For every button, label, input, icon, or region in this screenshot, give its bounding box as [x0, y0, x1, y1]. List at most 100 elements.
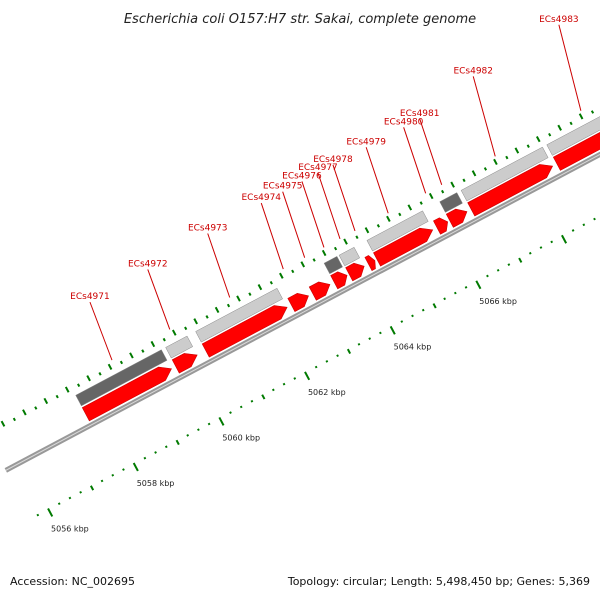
upper-tick — [269, 280, 273, 285]
lower-tick — [496, 268, 500, 272]
upper-tick — [291, 269, 295, 274]
upper-tick — [119, 360, 124, 365]
lower-tick — [111, 473, 115, 477]
gene-leader — [332, 164, 356, 232]
gene-label: ECs4976 — [282, 171, 322, 181]
gene-leader — [301, 181, 325, 248]
gene-leader — [472, 76, 496, 157]
gene-arrow — [364, 255, 376, 271]
lower-tick — [207, 422, 211, 426]
gene-label: ECs4977 — [298, 163, 338, 173]
lower-tick — [336, 354, 339, 358]
lower-tick — [314, 365, 318, 369]
gene-labels: ECs4971ECs4972ECs4973ECs4974ECs4975ECs49… — [70, 15, 578, 302]
upper-tick — [526, 144, 530, 148]
gene-arrow — [345, 262, 365, 282]
lower-tick — [561, 234, 568, 244]
upper-tick — [184, 326, 188, 331]
upper-tick — [419, 201, 423, 205]
kbp-label: 5060 kbp — [222, 433, 260, 442]
cds-track — [75, 116, 600, 407]
accession-text: Accession: NC_002695 — [10, 575, 135, 588]
lower-tick — [239, 405, 243, 409]
upper-tick — [300, 261, 306, 268]
backbone-highlight — [5, 153, 600, 471]
gene-label: ECs4972 — [128, 259, 168, 269]
lower-tick — [132, 462, 139, 472]
lower-tick — [154, 451, 157, 454]
upper-tick — [34, 406, 38, 410]
lower-tick — [68, 496, 72, 500]
kbp-label: 5066 kbp — [479, 297, 517, 306]
gene-arrow — [287, 293, 309, 312]
lower-tick — [143, 456, 147, 460]
cds-bar-light — [338, 246, 361, 267]
lower-tick — [507, 263, 511, 266]
gene-arrow — [552, 132, 600, 171]
upper-tick — [226, 303, 231, 308]
gene-arrow — [308, 281, 331, 301]
lower-tick — [357, 342, 361, 346]
lower-tick — [218, 416, 225, 426]
gene-leader — [89, 301, 113, 361]
upper-tick — [376, 224, 380, 228]
upper-tick — [364, 227, 370, 234]
cds-bar-dark — [439, 192, 463, 213]
map-title: Escherichia coli O157:H7 str. Sakai, com… — [124, 12, 476, 27]
gene-leader — [147, 269, 171, 330]
upper-tick — [578, 113, 584, 120]
lower-tick — [89, 485, 95, 491]
lower-tick — [282, 382, 286, 386]
cds-bar-light — [195, 287, 283, 343]
lower-tick — [421, 308, 425, 312]
kbp-label: 5058 kbp — [137, 479, 175, 488]
gene-label: ECs4983 — [539, 15, 579, 25]
lower-tick — [379, 331, 382, 335]
upper-tick — [257, 284, 263, 291]
gene-arrow — [201, 305, 288, 358]
lower-tick — [539, 246, 543, 249]
kbp-label: 5064 kbp — [394, 342, 432, 351]
upper-tick — [193, 318, 198, 325]
upper-tick — [462, 178, 466, 183]
lower-tick — [518, 257, 523, 263]
upper-tick — [535, 136, 541, 143]
upper-tick — [321, 249, 327, 257]
upper-tick — [505, 155, 509, 160]
upper-tick — [548, 132, 552, 137]
lower-tick — [389, 325, 396, 335]
lower-tick — [79, 490, 82, 494]
upper-tick — [493, 158, 498, 166]
gene-leader — [558, 24, 582, 111]
lower-tick — [400, 320, 404, 323]
upper-tick — [333, 246, 338, 251]
gene-track — [81, 132, 600, 422]
upper-tick — [64, 386, 70, 393]
upper-tick — [398, 212, 402, 217]
gene-arrow — [81, 366, 172, 422]
lower-tick — [593, 217, 596, 221]
lower-tick — [197, 428, 200, 432]
lower-tick — [486, 274, 489, 278]
upper-tick — [171, 329, 177, 336]
cds-bar-light — [366, 210, 429, 252]
lower-tick — [100, 479, 104, 483]
gene-arrow — [433, 217, 448, 235]
gene-leader — [207, 233, 231, 298]
upper-tick — [107, 363, 113, 370]
upper-tick — [86, 375, 91, 382]
gene-leader — [260, 202, 284, 270]
upper-tick — [590, 110, 595, 114]
upper-tick — [312, 258, 316, 262]
upper-tick — [386, 215, 391, 222]
upper-tick — [441, 189, 445, 194]
gene-label: ECs4979 — [346, 137, 386, 147]
lower-tick — [164, 445, 168, 449]
lower-tick — [528, 251, 532, 255]
lower-tick — [346, 348, 352, 355]
upper-tick — [141, 349, 145, 353]
gene-label: ECs4981 — [400, 109, 440, 119]
upper-tick — [471, 170, 477, 177]
gene-arrow — [330, 271, 348, 290]
lower-tick — [571, 229, 575, 232]
